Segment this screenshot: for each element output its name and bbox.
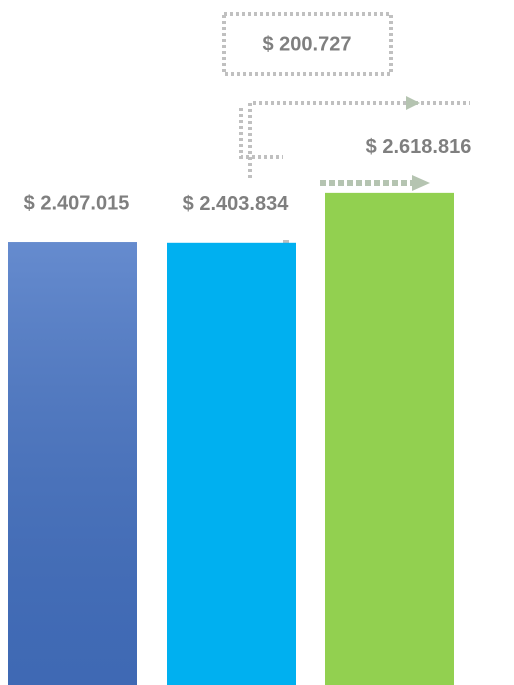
connector [239, 108, 283, 159]
annotation: $ 200.727 [263, 33, 352, 55]
arrow-head [412, 175, 430, 191]
bar [325, 192, 454, 685]
bar-shade [8, 242, 137, 685]
value-label: $ 2.618.816 [366, 136, 472, 158]
value-label: $ 2.407.015 [24, 192, 130, 214]
value-label: $ 2.403.834 [183, 193, 290, 215]
connector [248, 101, 470, 178]
arrow-head [406, 96, 420, 110]
bar [167, 242, 296, 685]
